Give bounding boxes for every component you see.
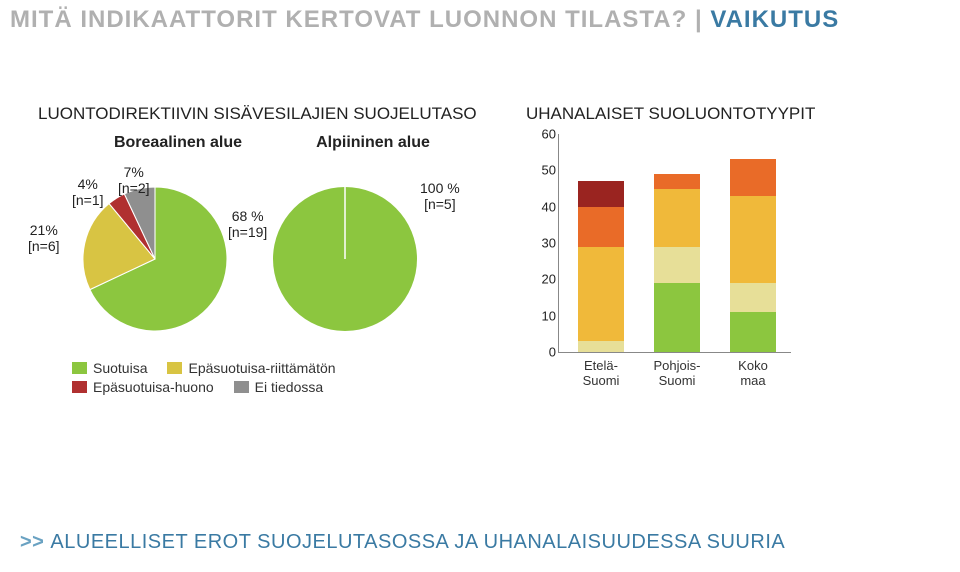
header-topic: VAIKUTUS — [710, 6, 839, 33]
y-tick: 20 — [530, 272, 556, 287]
boreal-lbl-unk: 7%[n=2] — [118, 164, 150, 196]
boreal-lbl-inad: 21%[n=6] — [28, 222, 60, 254]
bar-panel-title: UHANALAISET SUOLUONTOTYYPIT — [526, 104, 930, 124]
pie-panel-title: LUONTODIREKTIIVIN SISÄVESILAJIEN SUOJELU… — [38, 104, 500, 124]
alpine-title: Alpiininen alue — [298, 134, 448, 152]
seg-VU — [730, 196, 776, 283]
legend-inad: Epäsuotuisa-riittämätön — [167, 360, 335, 376]
seg-VU — [654, 189, 700, 247]
page-header: MITÄ INDIKAATTORIT KERTOVAT LUONNON TILA… — [0, 0, 960, 34]
seg-EN — [730, 159, 776, 195]
y-tick: 60 — [530, 127, 556, 142]
seg-EN — [578, 207, 624, 247]
x-category: Kokomaa — [723, 358, 783, 388]
y-tick: 0 — [530, 345, 556, 360]
seg-VU — [578, 247, 624, 341]
seg-EN — [654, 174, 700, 189]
y-tick: 10 — [530, 308, 556, 323]
pie-legend: Suotuisa Epäsuotuisa-riittämätön Epäsuot… — [72, 360, 500, 395]
boreal-lbl-bad: 4%[n=1] — [72, 176, 104, 208]
x-category: Pohjois-Suomi — [647, 358, 707, 388]
header-question: MITÄ INDIKAATTORIT KERTOVAT LUONNON TILA… — [10, 6, 710, 33]
footer-text: ALUEELLISET EROT SUOJELUTASOSSA JA UHANA… — [50, 531, 785, 553]
y-tick: 30 — [530, 236, 556, 251]
alpine-lbl-fav: 100 %[n=5] — [420, 180, 460, 212]
seg-NT — [578, 341, 624, 352]
footer-conclusion: >> ALUEELLISET EROT SUOJELUTASOSSA JA UH… — [20, 531, 785, 554]
seg-CR — [578, 181, 624, 206]
bar-chart: 0102030405060Etelä-SuomiPohjois-SuomiKok… — [530, 134, 790, 374]
seg-NT — [654, 247, 700, 283]
seg-LC — [654, 283, 700, 352]
legend-unk: Ei tiedossa — [234, 379, 323, 395]
boreal-pie: 68 %[n=19] 21%[n=6] 4%[n=1] 7%[n=2] — [20, 162, 270, 352]
alpine-pie: 100 %[n=5] — [270, 162, 470, 352]
footer-arrow-icon: >> — [20, 531, 50, 553]
y-tick: 50 — [530, 163, 556, 178]
pie-panel: LUONTODIREKTIIVIN SISÄVESILAJIEN SUOJELU… — [20, 104, 500, 398]
charts-container: LUONTODIREKTIIVIN SISÄVESILAJIEN SUOJELU… — [0, 104, 960, 398]
seg-LC — [730, 312, 776, 352]
seg-NT — [730, 283, 776, 312]
boreal-title: Boreaalinen alue — [68, 134, 288, 152]
legend-fav: Suotuisa — [72, 360, 147, 376]
x-category: Etelä-Suomi — [571, 358, 631, 388]
legend-bad: Epäsuotuisa-huono — [72, 379, 214, 395]
y-tick: 40 — [530, 199, 556, 214]
bar-panel: UHANALAISET SUOLUONTOTYYPIT 0 10 20 30 40 50 6… — [500, 104, 930, 398]
boreal-lbl-fav: 68 %[n=19] — [228, 208, 267, 240]
